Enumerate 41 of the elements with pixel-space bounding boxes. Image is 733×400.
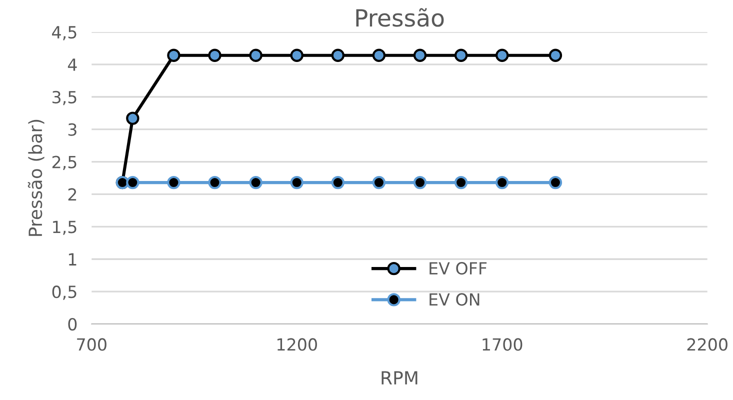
y-axis-title: Pressão (bar) [28,120,44,236]
y-tick-label: 4,5 [52,26,76,40]
point [454,48,468,62]
point [496,176,509,190]
y-tick-label: 1,5 [53,220,76,235]
point [496,48,509,62]
point [548,176,562,190]
point [331,176,345,190]
point [126,112,140,125]
point [413,48,427,62]
point [208,176,222,190]
point [167,48,180,62]
point [372,176,386,190]
legend-label: EV ON [430,293,480,306]
x-tick-label: 700 [77,338,106,351]
y-tick-label: 0,5 [52,286,76,300]
y-tick-label: 2,5 [52,156,76,170]
point [454,176,468,190]
y-tick-label: 2 [68,188,76,201]
x-axis-title: RPM [382,371,418,384]
y-tick-label: 0 [68,318,77,331]
point [249,176,262,190]
point [126,176,140,190]
y-tick-label: 3,5 [52,90,76,106]
x-tick-label: 1200 [277,338,317,351]
point [372,48,386,62]
point [208,48,222,62]
y-tick-label: 3 [68,123,76,136]
point [290,176,304,190]
point [167,176,180,190]
point [331,48,345,62]
point [413,176,427,190]
x-tick-label: 1700 [482,338,522,351]
x-tick-label: 2200 [687,338,728,351]
legend-label: EV OFF [430,262,487,275]
point [548,48,562,62]
point [290,48,304,62]
y-tick-label: 4 [68,58,77,71]
chart-title: Pressão [356,8,444,27]
point [249,48,262,62]
y-tick-label: 1 [68,253,76,266]
